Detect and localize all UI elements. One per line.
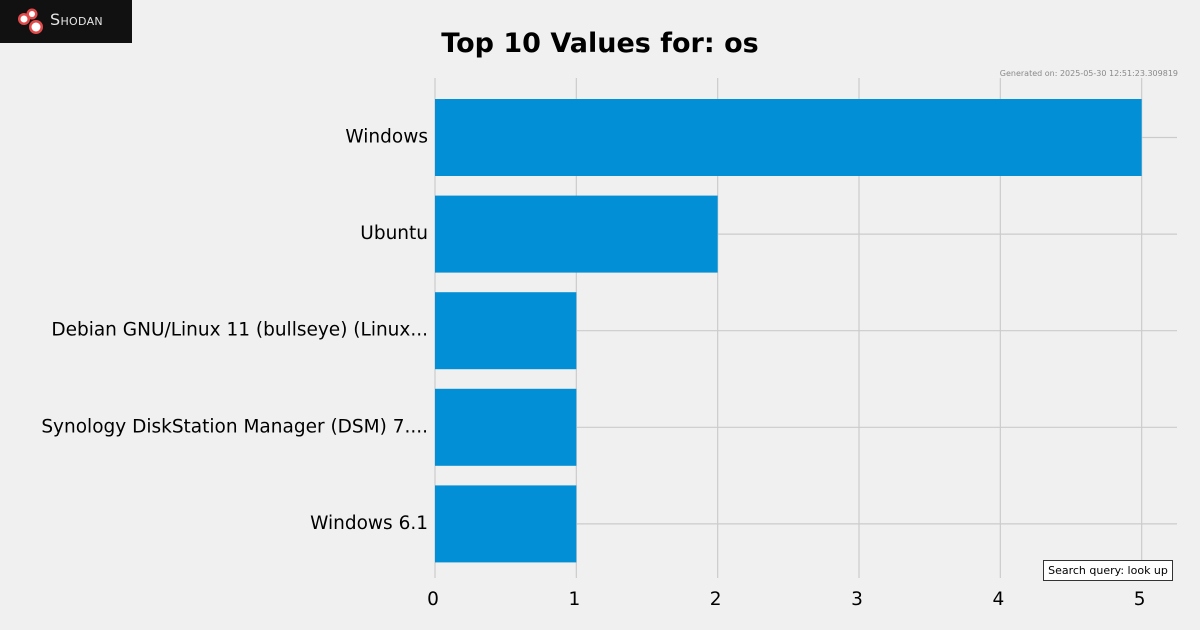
bar [435,292,577,370]
category-label: Windows [345,127,428,148]
x-tick-label: 1 [568,589,580,610]
category-label: Windows 6.1 [310,513,428,534]
shodan-logo[interactable]: Shodan [0,0,132,43]
bar [435,485,577,563]
bar [435,99,1142,176]
category-label: Debian GNU/Linux 11 (bullseye) (Linux... [51,320,428,341]
x-tick-label: 3 [851,589,863,610]
x-tick-label: 4 [992,589,1004,610]
category-label: Ubuntu [360,223,428,244]
logo-text: Shodan [50,10,103,29]
x-tick-label: 2 [710,589,722,610]
shodan-logo-icon [18,8,43,34]
generated-timestamp: Generated on: 2025-05-30 12:51:23.309819 [999,69,1178,78]
x-tick-label: 0 [427,589,439,610]
search-query-box: Search query: look up [1043,560,1173,581]
x-tick-label: 5 [1134,589,1146,610]
category-label: Synology DiskStation Manager (DSM) 7.... [41,416,428,437]
chart-title: Top 10 Values for: os [441,28,759,59]
bar [435,195,718,273]
bar [435,388,577,466]
